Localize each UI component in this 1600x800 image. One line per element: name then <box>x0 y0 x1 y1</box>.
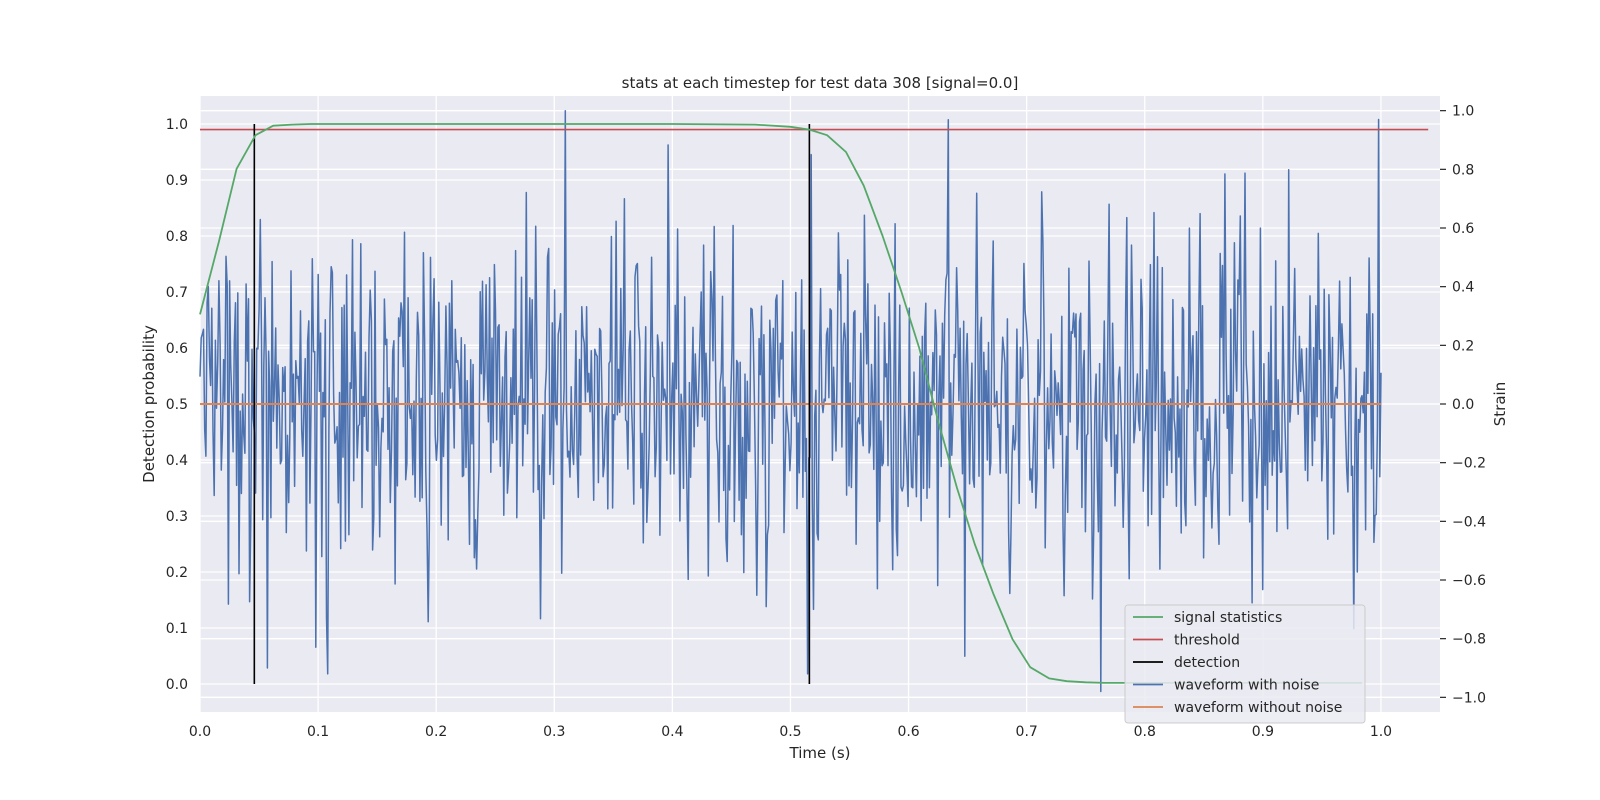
y-left-axis-ticks: 0.0 0.1 0.2 0.3 0.4 0.5 0.6 0.7 0.8 0.9 1.0 <box>166 117 188 693</box>
legend: signal statistics threshold detection wavef… <box>1124 604 1366 724</box>
x-axis-ticks: 0.0 0.1 0.2 0.3 0.4 0.5 0.6 0.7 0.8 0.9 1.0 <box>189 724 1392 740</box>
x-tick-label: 0.1 <box>307 724 329 740</box>
x-tick-label: 0.2 <box>425 724 447 740</box>
legend-box <box>1124 604 1366 724</box>
y-left-tick-label: 0.8 <box>166 229 188 245</box>
x-tick-label: 0.9 <box>1252 724 1274 740</box>
y-right-tick-label: −0.2 <box>1452 456 1486 472</box>
y-right-axis-label: Strain <box>1491 382 1509 426</box>
y-right-tick-label: 0.6 <box>1452 221 1474 237</box>
y-right-tick-label: −0.6 <box>1452 573 1486 589</box>
y-right-tick-label: 0.8 <box>1452 162 1474 178</box>
line-waveform-with-noise <box>199 109 1382 693</box>
y-left-tick-label: 1.0 <box>166 117 188 133</box>
series-detection <box>253 124 811 684</box>
legend-label-waveform-without-noise: waveform without noise <box>1174 700 1342 716</box>
chart-title: stats at each timestep for test data 308… <box>622 74 1019 92</box>
y-right-tick-label: −1.0 <box>1452 690 1486 706</box>
x-tick-label: 0.3 <box>543 724 565 740</box>
x-tick-label: 0.4 <box>661 724 683 740</box>
series-signal-statistics <box>199 123 1363 684</box>
y-left-tick-label: 0.6 <box>166 341 188 357</box>
y-left-axis-label: Detection probability <box>140 325 158 483</box>
y-right-tick-label: −0.4 <box>1452 514 1486 530</box>
y-right-axis-ticks: −1.0 −0.8 −0.6 −0.4 −0.2 0.0 0.2 0.4 0.6 0.8 1.0 <box>1440 104 1486 706</box>
x-tick-label: 0.7 <box>1016 724 1038 740</box>
x-axis-label: Time (s) <box>789 744 851 762</box>
y-left-tick-label: 0.7 <box>166 285 188 301</box>
y-left-tick-label: 0.2 <box>166 565 188 581</box>
y-left-tick-label: 0.5 <box>166 397 188 413</box>
y-left-tick-label: 0.4 <box>166 453 188 469</box>
legend-label-threshold: threshold <box>1174 633 1240 649</box>
y-right-tick-label: 0.0 <box>1452 397 1474 413</box>
x-tick-label: 0.8 <box>1134 724 1156 740</box>
series-waveform-with-noise <box>199 109 1382 693</box>
y-right-tick-label: 1.0 <box>1452 104 1474 120</box>
y-right-tick-label: −0.8 <box>1452 632 1486 648</box>
y-left-tick-label: 0.0 <box>166 677 188 693</box>
x-tick-label: 0.5 <box>779 724 801 740</box>
y-right-tick-label: 0.4 <box>1452 280 1474 296</box>
y-left-tick-label: 0.1 <box>166 621 188 637</box>
y-left-tick-label: 0.3 <box>166 509 188 525</box>
x-tick-label: 1.0 <box>1370 724 1392 740</box>
line-signal-statistics <box>199 123 1363 684</box>
legend-label-waveform-with-noise: waveform with noise <box>1174 678 1319 694</box>
legend-label-detection: detection <box>1174 655 1240 671</box>
y-left-tick-label: 0.9 <box>166 173 188 189</box>
x-tick-label: 0.6 <box>897 724 919 740</box>
y-right-tick-label: 0.2 <box>1452 338 1474 354</box>
x-tick-label: 0.0 <box>189 724 211 740</box>
legend-label-signal-statistics: signal statistics <box>1174 610 1282 626</box>
